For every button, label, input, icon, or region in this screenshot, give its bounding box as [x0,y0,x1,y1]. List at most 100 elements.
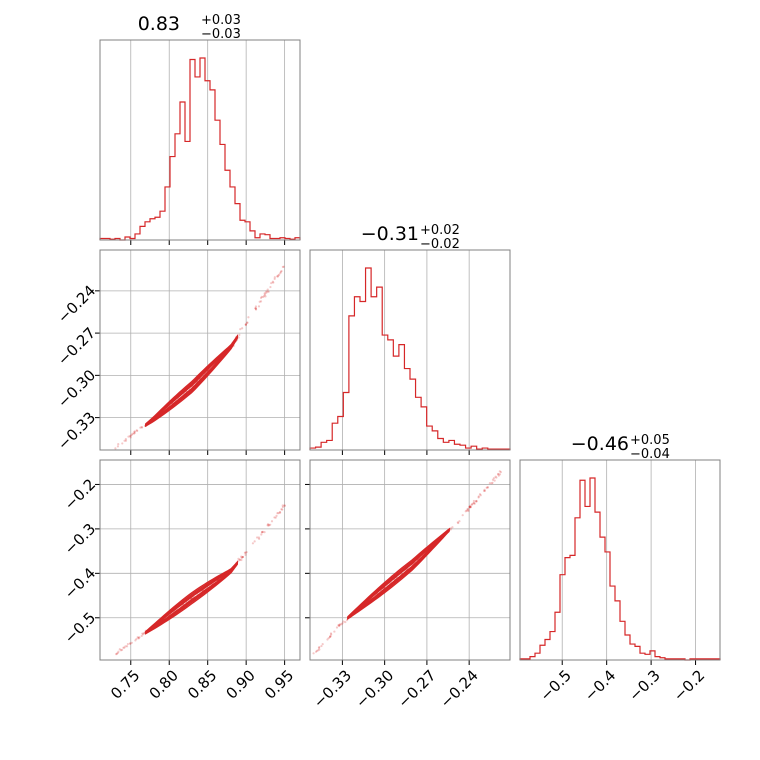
sample-point [241,327,244,330]
y-tick-label: −0.4 [61,564,99,602]
sample-point [267,524,270,527]
contour-level-3 [145,561,238,634]
panel-frame [99,459,301,661]
sample-point [265,291,268,294]
sample-point [497,472,500,476]
sample-point [125,645,129,648]
sample-point [257,536,261,539]
sample-point [274,516,277,519]
y-tick-label: −0.24 [54,282,99,327]
sample-point [140,634,143,638]
sample-point [239,327,242,331]
sample-point [142,633,145,636]
sample-point [240,558,243,562]
y-tick-label: −0.30 [54,366,99,411]
sample-point [133,430,136,433]
scatter-0-1 [114,265,285,450]
sample-point [244,323,248,326]
sample-point [139,426,142,429]
sample-point [335,626,339,629]
sample-point [254,305,258,308]
sample-point [467,508,470,511]
sample-point [115,652,118,655]
sample-point [339,623,342,626]
x-tick-label: −0.30 [352,666,397,711]
sample-point [273,277,276,281]
sample-point [129,434,132,438]
title-param-1-plus: +0.02 [420,223,460,238]
sample-point [136,636,139,639]
sample-point [267,290,270,293]
scatter-1-2 [312,470,502,655]
sample-point [133,432,136,435]
sample-point [470,503,473,506]
sample-point [241,555,244,559]
x-tick-label: −0.3 [625,666,663,704]
y-tick-label: −0.5 [61,609,99,647]
sample-point [497,474,500,477]
sample-point [342,620,345,623]
sample-point [483,488,486,491]
sample-point [338,624,341,627]
sample-point [491,478,495,481]
sample-point [127,435,130,438]
sample-point [137,636,140,640]
title-param-2-plus: +0.05 [630,433,670,448]
sample-point [330,633,333,636]
x-tick-label: −0.4 [581,666,619,704]
sample-point [465,509,468,512]
sample-point [281,265,284,269]
sample-point [317,649,320,652]
sample-point [257,305,261,308]
sample-point [114,447,117,450]
sample-point [469,504,472,507]
sample-point [478,493,482,496]
sample-point [133,430,136,433]
sample-point [129,434,132,437]
sample-point [498,470,501,473]
sample-point [122,646,125,649]
sample-point [483,489,487,492]
y-tick-label: −0.33 [54,408,99,453]
sample-point [241,555,244,559]
sample-point [497,473,500,476]
sample-point [259,296,263,299]
sample-point [277,512,280,515]
sample-point [466,509,469,512]
sample-point [315,649,319,652]
sample-point [240,555,243,558]
sample-point [261,530,264,534]
sample-point [253,540,256,543]
x-tick-label: −0.33 [310,666,355,711]
sample-point [261,531,264,534]
sample-point [468,506,471,509]
sample-point [118,648,121,651]
sample-point [474,500,478,503]
sample-point [244,323,247,327]
panels: 0.75 0.80 0.85 0.90 0.95 −0.33−0.30−0.27−0.24… [54,39,721,712]
sample-point [318,645,321,649]
sample-point [341,622,344,625]
sample-point [141,632,144,635]
sample-point [328,635,332,639]
sample-point [498,473,502,476]
panel-frame [519,459,721,661]
y-tick-label: −0.27 [54,324,99,369]
sample-point [254,307,257,310]
scatter-0-2 [115,504,286,656]
sample-point [263,293,267,296]
panel-frame [99,39,301,241]
sample-point [318,648,321,651]
sample-point [279,270,282,274]
sample-point [495,476,498,479]
sample-point [461,514,464,517]
sample-point [469,505,473,508]
sample-point [327,636,330,640]
sample-point [333,630,336,633]
panel-frame [309,459,511,661]
sample-point [140,426,144,429]
sample-point [281,508,284,511]
sample-point [485,486,488,489]
sample-point [457,521,460,525]
